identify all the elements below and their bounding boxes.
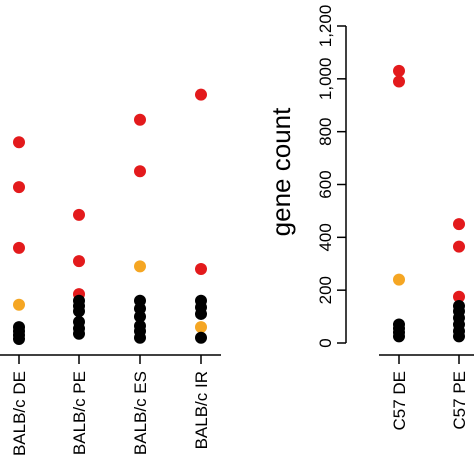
data-point xyxy=(453,218,465,231)
x-tick-label: BALB/c PE xyxy=(70,371,89,455)
y-tick-label: 400 xyxy=(316,223,335,251)
data-point xyxy=(134,260,146,273)
data-point xyxy=(393,330,405,343)
x-tick-label: C57 PE xyxy=(450,371,469,430)
data-point xyxy=(73,327,85,340)
data-point xyxy=(195,263,207,276)
data-point xyxy=(134,165,146,178)
data-point xyxy=(13,298,25,311)
data-point xyxy=(73,255,85,268)
data-point xyxy=(393,75,405,88)
data-point xyxy=(195,307,207,320)
data-point xyxy=(13,241,25,254)
balbc-panel: BALB/c DE BALB/c PE BALB/c ES BALB/c IR xyxy=(0,88,221,456)
data-point xyxy=(195,331,207,344)
data-point xyxy=(195,321,207,334)
data-point xyxy=(453,290,465,303)
data-point xyxy=(13,181,25,194)
data-point xyxy=(134,331,146,344)
x-tick-label: BALB/c DE xyxy=(10,371,29,456)
c57-panel: C57 DE C57 PE 0 200 400 600 800 1,000 1,200 gene … xyxy=(266,5,474,431)
x-tick-label: BALB/c ES xyxy=(131,371,150,455)
y-tick-label: 200 xyxy=(316,276,335,304)
data-point xyxy=(13,333,25,346)
y-tick-label: 600 xyxy=(316,170,335,198)
y-tick-label: 800 xyxy=(316,117,335,145)
x-tick-label: C57 DE xyxy=(390,371,409,431)
data-point xyxy=(393,64,405,77)
y-tick-label: 1,200 xyxy=(316,5,335,48)
data-point xyxy=(73,305,85,318)
data-point xyxy=(73,208,85,221)
data-point xyxy=(195,88,207,101)
data-point xyxy=(453,240,465,253)
data-point xyxy=(134,310,146,323)
x-tick-label: BALB/c IR xyxy=(192,371,211,449)
y-tick-label: 0 xyxy=(316,338,335,347)
data-point xyxy=(134,113,146,126)
data-point xyxy=(453,330,465,343)
y-tick-label: 1,000 xyxy=(316,58,335,101)
data-point xyxy=(13,136,25,149)
y-axis-label: gene count xyxy=(266,107,296,236)
data-point xyxy=(393,273,405,286)
